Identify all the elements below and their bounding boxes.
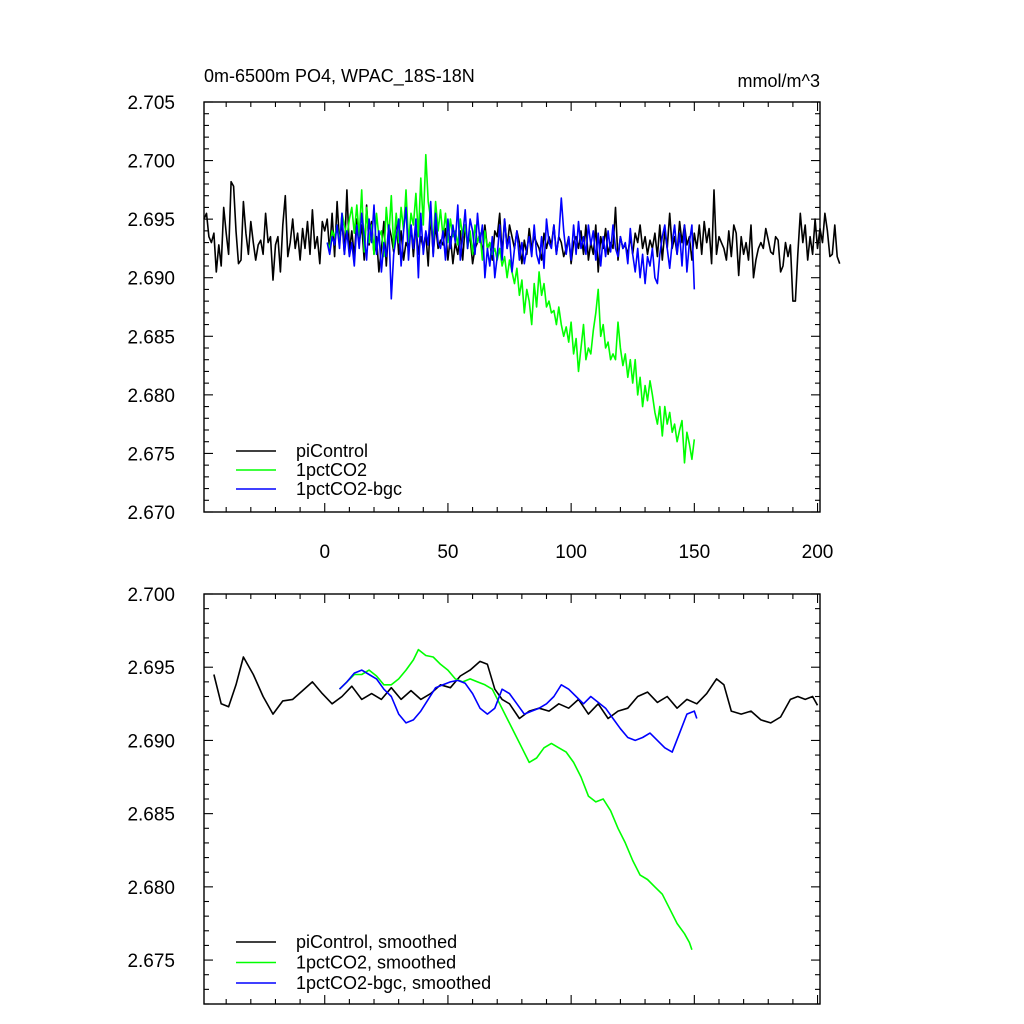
top-xtick-label: 100 [555, 542, 587, 563]
bottom-panel-ticks [204, 593, 820, 1005]
bottom-series-picontrol-smoothed [213, 656, 819, 724]
top-legend-label: piControl [296, 441, 368, 461]
top-panel-ticks [204, 101, 820, 513]
top-panel-tick-labels: 2.670 2.675 2.680 2.685 2.690 2.695 2.700 2.705… [127, 93, 833, 563]
top-ytick-label: 2.705 [127, 93, 175, 114]
bottom-panel-frame [203, 593, 821, 1005]
top-ytick-label: 2.695 [127, 210, 175, 231]
top-xtick-label: 200 [802, 542, 834, 563]
bottom-ytick-label: 2.675 [127, 951, 175, 972]
top-xtick-label: 50 [437, 542, 458, 563]
bottom-ytick-label: 2.695 [127, 658, 175, 679]
bottom-series-1pctco2-bgc-smoothed [338, 669, 698, 753]
top-ytick-label: 2.680 [127, 386, 175, 407]
bottom-legend-label: 1pctCO2, smoothed [296, 953, 456, 973]
top-xtick-label: 150 [678, 542, 710, 563]
top-series-picontrol [203, 180, 841, 302]
bottom-ytick-label: 2.700 [127, 585, 175, 606]
bottom-legend-label: piControl, smoothed [296, 932, 457, 952]
top-ytick-label: 2.675 [127, 444, 175, 465]
top-panel-units: mmol/m^3 [738, 71, 820, 91]
bottom-panel-tick-labels: 2.675 2.680 2.685 2.690 2.695 2.700 [127, 585, 175, 972]
bottom-ytick-label: 2.690 [127, 731, 175, 752]
top-ytick-label: 2.685 [127, 327, 175, 348]
top-xtick-label: 0 [319, 542, 330, 563]
bottom-ytick-label: 2.685 [127, 805, 175, 826]
top-legend-label: 1pctCO2 [296, 460, 367, 480]
top-legend-label: 1pctCO2-bgc [296, 479, 402, 499]
bottom-legend-label: 1pctCO2-bgc, smoothed [296, 973, 491, 993]
top-panel: 0m-6500m PO4, WPAC_18S-18N mmol/m^3 2.67… [127, 66, 841, 563]
bottom-series-1pctco2-smoothed [338, 648, 693, 951]
top-ytick-label: 2.690 [127, 269, 175, 290]
top-panel-frame [203, 101, 821, 513]
top-series-1pctco2 [326, 153, 696, 464]
top-panel-series [203, 153, 841, 464]
top-ytick-label: 2.700 [127, 152, 175, 173]
top-series-1pctco2-bgc [326, 197, 696, 300]
bottom-panel: 2.675 2.680 2.685 2.690 2.695 2.700 piControl… [127, 585, 821, 1005]
top-ytick-label: 2.670 [127, 503, 175, 524]
bottom-panel-series [213, 648, 819, 951]
top-panel-title: 0m-6500m PO4, WPAC_18S-18N [204, 66, 475, 87]
bottom-ytick-label: 2.680 [127, 878, 175, 899]
